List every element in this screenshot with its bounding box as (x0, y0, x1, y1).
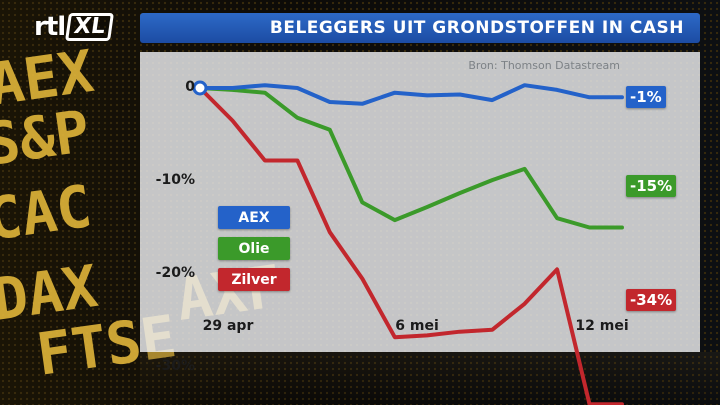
end-label-olie: -15% (626, 175, 677, 197)
y-tick-label: -20% (155, 265, 195, 281)
y-tick-label: -30% (155, 358, 195, 374)
channel-logo: rtl XL (34, 12, 115, 42)
chart-panel (140, 52, 700, 352)
legend-item-aex: AEX (218, 206, 290, 229)
end-label-zilver: -34% (626, 289, 677, 311)
end-label-aex: -1% (626, 86, 666, 108)
logo-rtl-text: rtl (34, 12, 66, 42)
x-tick-label: 6 mei (395, 318, 439, 334)
origin-point (192, 80, 208, 96)
y-tick-label: -10% (155, 172, 195, 188)
lower-strip (140, 352, 720, 405)
ticker-word: S&P (0, 97, 94, 179)
legend-item-zilver: Zilver (218, 268, 290, 291)
x-tick-label: 29 apr (202, 318, 254, 334)
source-note: Bron: Thomson Datastream (468, 59, 620, 72)
ticker-word: CAC (0, 172, 96, 254)
chart-title: BELEGGERS UIT GRONDSTOFFEN IN CASH (269, 18, 684, 38)
series-line-olie (198, 86, 624, 230)
legend-item-olie: Olie (218, 237, 290, 260)
series-line-aex (198, 83, 624, 106)
series-line-zilver (198, 86, 624, 405)
y-tick-label: 0 (185, 79, 195, 95)
title-banner: BELEGGERS UIT GRONDSTOFFEN IN CASH (140, 13, 700, 43)
ticker-word: DAX (0, 252, 102, 334)
x-tick-label: 12 mei (575, 318, 629, 334)
ticker-word: AEX (0, 37, 98, 119)
